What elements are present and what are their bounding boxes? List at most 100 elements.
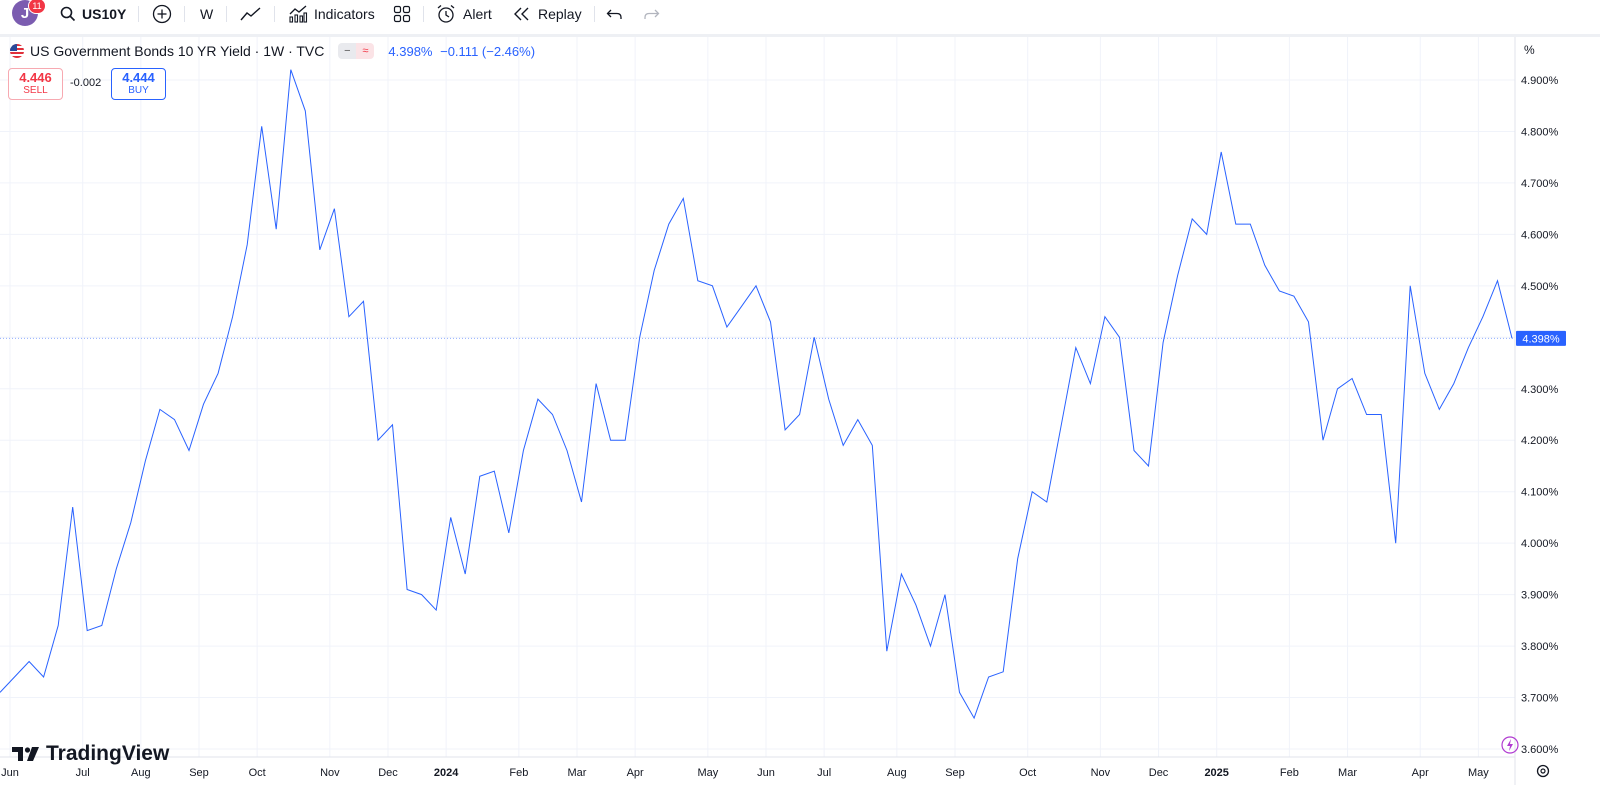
- indicators-label: Indicators: [314, 6, 375, 22]
- x-tick-label: Mar: [1338, 767, 1357, 779]
- rewind-icon: [514, 7, 529, 21]
- us-flag-icon: [10, 44, 24, 58]
- search-icon: [60, 6, 76, 22]
- y-tick-label: 4.600%: [1521, 229, 1559, 241]
- toolbar-divider: [594, 6, 595, 22]
- change-value: −0.111 (−2.46%): [440, 43, 536, 59]
- compare-toggle[interactable]: ≈: [356, 43, 375, 59]
- y-tick-label: 4.500%: [1521, 281, 1559, 293]
- price-axis-unit: %: [1524, 43, 1535, 57]
- sell-price: 4.446: [19, 70, 52, 85]
- legend-controls[interactable]: − ≈: [338, 43, 375, 59]
- last-price-tag-box: [1516, 330, 1566, 346]
- sell-label: SELL: [23, 85, 48, 96]
- x-tick-label: Mar: [568, 767, 587, 779]
- x-tick-label: Oct: [249, 767, 266, 779]
- indicators-icon: [289, 5, 308, 23]
- chart-type-button[interactable]: [240, 0, 262, 28]
- grid-layout-icon: [393, 5, 411, 23]
- x-tick-label: Oct: [1019, 767, 1036, 779]
- y-tick-label: 4.900%: [1521, 75, 1559, 87]
- lightning-icon[interactable]: [1501, 736, 1519, 754]
- indicators-button[interactable]: Indicators: [288, 0, 375, 28]
- x-tick-label: Sep: [189, 767, 209, 779]
- buy-label: BUY: [128, 85, 149, 96]
- settings-icon[interactable]: [1536, 764, 1550, 778]
- y-tick-label: 4.100%: [1521, 487, 1559, 499]
- toolbar-divider: [138, 6, 139, 22]
- chart-legend: US Government Bonds 10 YR Yield · 1W · T…: [10, 43, 535, 59]
- x-tick-label: Nov: [1091, 767, 1111, 779]
- alarm-clock-icon: [437, 5, 455, 23]
- layouts-button[interactable]: [393, 0, 411, 28]
- interval-button[interactable]: W: [200, 0, 213, 28]
- x-tick-label: Jun: [757, 767, 775, 779]
- y-tick-label: 4.800%: [1521, 126, 1559, 138]
- symbol-label: US10Y: [82, 6, 127, 22]
- x-tick-label: Jul: [817, 767, 831, 779]
- y-tick-label: 4.300%: [1521, 384, 1559, 396]
- brand-name: TradingView: [46, 742, 170, 765]
- y-tick-label: 3.700%: [1521, 693, 1559, 705]
- x-tick-label: May: [1468, 767, 1489, 779]
- y-tick-label: 4.200%: [1521, 435, 1559, 447]
- sell-button[interactable]: 4.446 SELL: [8, 68, 63, 100]
- toolbar-divider: [226, 6, 227, 22]
- replay-label: Replay: [538, 6, 582, 22]
- replay-button[interactable]: Replay: [513, 0, 582, 28]
- toolbar-divider: [274, 6, 275, 22]
- x-tick-label: Aug: [131, 767, 151, 779]
- toolbar-separator: [0, 34, 1600, 37]
- last-price-tag: 4.398%: [1516, 330, 1566, 346]
- y-tick-label: 3.800%: [1521, 641, 1559, 653]
- hide-series-toggle[interactable]: −: [338, 43, 357, 59]
- toolbar-divider: [423, 6, 424, 22]
- time-axis[interactable]: Jun Jul Aug Sep Oct Nov Dec 2024 Feb Mar Apr May Jun…: [1, 767, 1489, 779]
- alert-button[interactable]: Alert: [436, 0, 492, 28]
- buy-button[interactable]: 4.444 BUY: [111, 68, 166, 100]
- x-tick-label: Apr: [627, 767, 644, 779]
- x-tick-label: 2025: [1204, 767, 1228, 779]
- avatar-letter: J: [20, 4, 30, 22]
- y-tick-label: 4.700%: [1521, 178, 1559, 190]
- notification-badge: 11: [28, 0, 46, 14]
- compare-add-button[interactable]: [152, 0, 172, 28]
- y-tick-label: 3.600%: [1521, 744, 1559, 756]
- interval-label: W: [200, 6, 214, 22]
- undo-icon: [606, 9, 622, 19]
- legend-values: 4.398% −0.111 (−2.46%): [388, 44, 535, 59]
- vertical-gridlines: [9, 37, 1479, 757]
- yield-line-series[interactable]: [0, 69, 1513, 720]
- last-price-tag-text: 4.398%: [1522, 333, 1560, 345]
- horizontal-gridlines: [0, 79, 1515, 750]
- alert-label: Alert: [463, 6, 492, 22]
- x-tick-label: Nov: [320, 767, 340, 779]
- x-tick-label: Feb: [1280, 767, 1299, 779]
- y-tick-label: 4.000%: [1521, 538, 1559, 550]
- plus-circle-icon: [152, 4, 172, 24]
- tv-logo-icon: [12, 747, 39, 761]
- x-tick-label: Aug: [887, 767, 907, 779]
- x-tick-label: Sep: [945, 767, 965, 779]
- x-tick-label: Apr: [1412, 767, 1429, 779]
- last-value: 4.398%: [388, 43, 433, 59]
- buy-price: 4.444: [122, 70, 155, 85]
- toolbar-divider: [184, 6, 185, 22]
- x-tick-label: Dec: [378, 767, 398, 779]
- spread-value: -0.002: [70, 77, 102, 89]
- redo-icon: [644, 9, 660, 19]
- symbol-search-button[interactable]: US10Y: [60, 0, 126, 28]
- line-chart-icon: [240, 7, 261, 21]
- x-tick-label: May: [697, 767, 718, 779]
- undo-button[interactable]: [606, 0, 624, 28]
- x-tick-label: Feb: [509, 767, 528, 779]
- symbol-title[interactable]: US Government Bonds 10 YR Yield · 1W · T…: [30, 43, 325, 59]
- y-tick-label: 3.900%: [1521, 590, 1559, 602]
- x-tick-label: Jun: [1, 767, 19, 779]
- redo-button[interactable]: [642, 0, 660, 28]
- x-tick-label: Jul: [76, 767, 90, 779]
- x-tick-label: 2024: [434, 767, 459, 779]
- price-axis[interactable]: 4.900%4.800%4.700%4.600%4.500%4.400%4.30…: [1521, 75, 1559, 756]
- tradingview-logo[interactable]: TradingView: [12, 742, 169, 766]
